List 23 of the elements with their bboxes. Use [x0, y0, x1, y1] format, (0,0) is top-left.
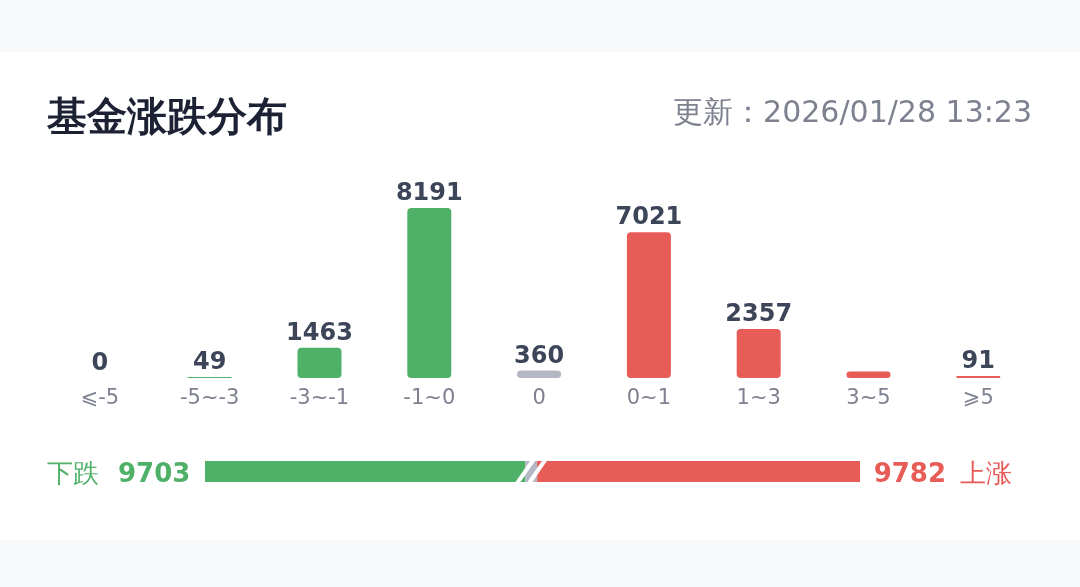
data-label: 0 — [91, 348, 109, 376]
text: 下跌 — [47, 458, 99, 488]
chart-subtitle: 更新：2026/01/28 13:23 — [673, 94, 1032, 129]
x-tick-label: ⩽-5 — [80, 385, 120, 409]
data-label: 8191 — [395, 178, 463, 206]
x-tick-label: 3~5 — [846, 385, 891, 409]
chart-title: 基金涨跌分布 — [46, 93, 287, 139]
x-tick-label: -5~-3 — [179, 385, 240, 409]
data-label: 2357 — [725, 299, 793, 328]
data-label: 360 — [514, 340, 565, 369]
x-tick-label: 1~3 — [736, 385, 781, 409]
text: 上涨 — [960, 458, 1012, 488]
data-label: 49 — [193, 346, 227, 375]
data-label: 7021 — [615, 202, 683, 231]
x-tick-label: -3~-1 — [289, 385, 350, 409]
x-tick-label: ⩾5 — [962, 385, 994, 409]
x-tick-label: 0~1 — [626, 385, 672, 409]
data-label: 9782 — [873, 458, 946, 488]
x-tick-label: -1~0 — [403, 385, 456, 409]
data-label: 91 — [961, 346, 995, 375]
x-tick-label: 0 — [532, 385, 546, 409]
data-label: 1463 — [286, 317, 353, 346]
data-label: 9703 — [118, 458, 191, 488]
